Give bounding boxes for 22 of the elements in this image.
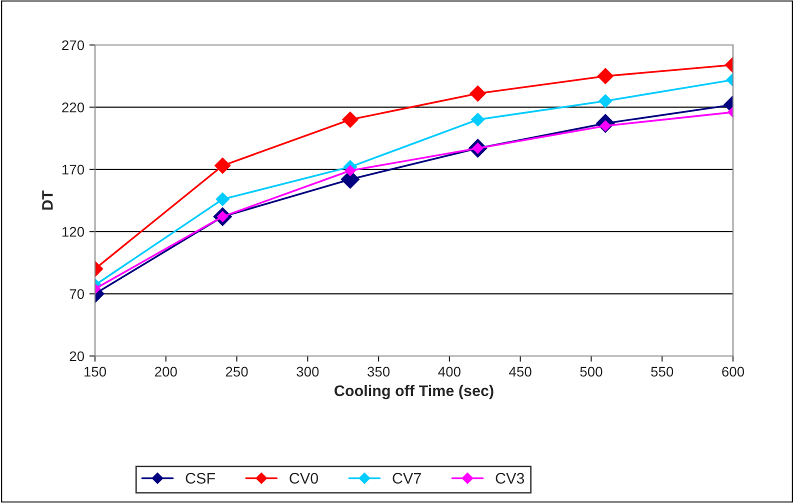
y-tick-label: 170 bbox=[62, 164, 84, 175]
x-tick-label: 300 bbox=[296, 366, 319, 377]
x-tick-label: 200 bbox=[155, 366, 177, 377]
y-tick-label: 70 bbox=[70, 289, 84, 299]
legend-label: CSF bbox=[186, 472, 215, 484]
x-tick-label: 450 bbox=[509, 366, 532, 377]
y-tick-label: 220 bbox=[62, 102, 84, 112]
x-tick-label: 350 bbox=[368, 366, 390, 377]
legend-label: CV3 bbox=[496, 472, 524, 484]
y-axis-title: DT bbox=[42, 190, 53, 210]
x-tick-label: 500 bbox=[580, 366, 602, 377]
x-tick-label: 550 bbox=[651, 366, 674, 377]
x-tick-label: 150 bbox=[84, 366, 106, 377]
legend-label: CV7 bbox=[392, 472, 421, 484]
x-tick-label: 600 bbox=[722, 366, 744, 377]
y-tick-label: 20 bbox=[70, 351, 84, 362]
x-tick-label: 250 bbox=[226, 366, 248, 377]
y-tick-label: 270 bbox=[62, 40, 84, 50]
x-tick-label: 400 bbox=[438, 366, 460, 377]
legend-label: CV0 bbox=[290, 472, 318, 484]
x-axis-title: Cooling off Time (sec) bbox=[334, 384, 494, 400]
y-tick-label: 120 bbox=[62, 226, 84, 237]
